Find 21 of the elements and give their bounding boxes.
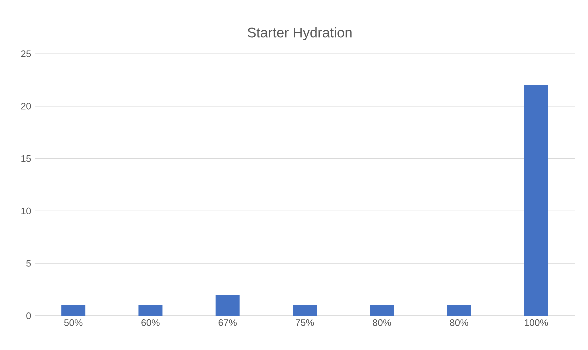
x-tick-label: 100% xyxy=(525,320,548,326)
x-tick-label: 67% xyxy=(218,320,237,326)
x-tick-label: 50% xyxy=(64,320,83,326)
y-tick-label: 10 xyxy=(22,208,32,215)
x-tick-label: 75% xyxy=(296,320,314,326)
y-tick-label: 15 xyxy=(22,155,32,162)
bar xyxy=(370,306,394,316)
bar xyxy=(62,306,86,316)
x-tick-label: 80% xyxy=(450,320,468,326)
bar xyxy=(524,85,548,316)
chart-title: Starter Hydration xyxy=(248,27,352,40)
y-tick-label: 5 xyxy=(26,260,32,267)
y-tick-label: 0 xyxy=(26,312,32,320)
y-tick-label: 25 xyxy=(21,50,32,58)
y-tick-label: 20 xyxy=(21,103,32,110)
bar xyxy=(447,306,472,316)
bar xyxy=(138,306,163,316)
x-tick-label: 80% xyxy=(373,320,392,326)
bar xyxy=(216,295,240,316)
bar xyxy=(293,306,317,316)
x-tick-label: 60% xyxy=(142,320,160,326)
